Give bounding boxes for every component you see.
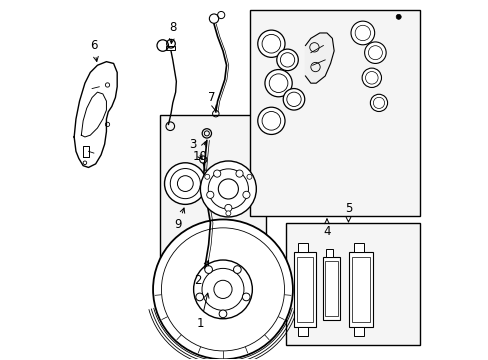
Circle shape <box>213 170 220 177</box>
Bar <box>296 257 313 321</box>
Circle shape <box>164 163 206 204</box>
Circle shape <box>200 161 256 217</box>
Circle shape <box>362 68 381 87</box>
Circle shape <box>219 310 226 318</box>
Circle shape <box>177 176 193 192</box>
Circle shape <box>395 14 400 19</box>
Text: 8: 8 <box>169 21 176 44</box>
Circle shape <box>257 30 285 57</box>
Bar <box>166 46 175 50</box>
Bar <box>298 327 308 336</box>
Text: 4: 4 <box>323 219 330 238</box>
Bar <box>325 249 333 257</box>
Polygon shape <box>305 33 333 83</box>
Circle shape <box>224 204 231 212</box>
Bar <box>353 243 364 252</box>
Bar <box>298 243 308 252</box>
Circle shape <box>218 179 238 199</box>
Circle shape <box>204 266 212 274</box>
Circle shape <box>161 228 284 351</box>
Circle shape <box>213 280 232 298</box>
Text: 5: 5 <box>344 202 351 222</box>
Circle shape <box>202 269 244 310</box>
Circle shape <box>206 191 213 198</box>
Bar <box>353 327 364 336</box>
Circle shape <box>225 211 230 216</box>
Circle shape <box>283 89 304 110</box>
Circle shape <box>233 266 241 274</box>
Text: 7: 7 <box>208 91 216 110</box>
Circle shape <box>236 170 243 177</box>
Bar <box>348 252 372 327</box>
Circle shape <box>276 49 298 71</box>
Bar <box>160 116 265 259</box>
Circle shape <box>170 168 200 199</box>
Circle shape <box>364 42 386 63</box>
Text: 3: 3 <box>188 138 202 159</box>
Bar <box>322 257 339 320</box>
Circle shape <box>196 293 203 301</box>
Circle shape <box>193 260 252 319</box>
Text: 6: 6 <box>90 39 98 62</box>
Circle shape <box>204 174 209 179</box>
Text: 10: 10 <box>192 141 207 163</box>
Text: 2: 2 <box>194 261 208 287</box>
Circle shape <box>153 220 292 359</box>
Bar <box>285 223 419 345</box>
Circle shape <box>243 191 249 198</box>
Bar <box>324 261 337 316</box>
Circle shape <box>242 293 249 301</box>
Circle shape <box>246 174 251 179</box>
Circle shape <box>257 107 285 134</box>
Bar <box>351 257 369 321</box>
Circle shape <box>264 69 292 97</box>
Circle shape <box>369 94 387 112</box>
Bar <box>249 10 419 216</box>
Text: 1: 1 <box>197 293 208 330</box>
Text: 9: 9 <box>174 208 184 231</box>
Circle shape <box>350 21 374 45</box>
Circle shape <box>208 169 248 209</box>
Bar <box>293 252 316 327</box>
